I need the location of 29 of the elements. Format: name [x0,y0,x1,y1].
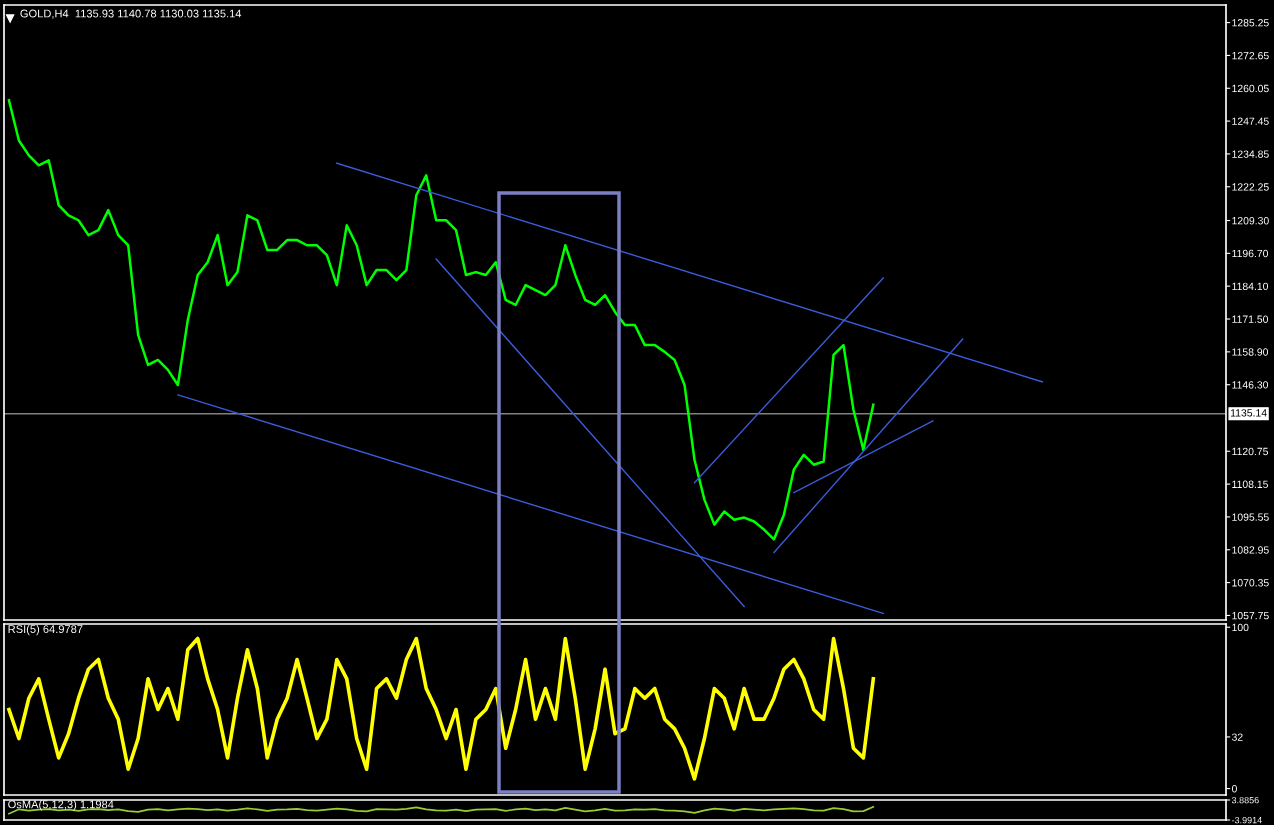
chart-title: OsMA(5,12,3) 1.1984 [8,800,114,811]
line-series [7,636,876,781]
y-tick-label: 0 [1231,785,1237,793]
ref-line-label: 1135.14 [1230,409,1267,417]
y-tick-label: 1209.30 [1232,217,1269,225]
line-series [7,99,875,541]
y-tick-label: 1260.05 [1232,84,1269,93]
y-tick-label: 1285.25 [1232,19,1269,27]
y-tick-label: 1146.30 [1232,381,1269,389]
y-tick-label: 100 [1232,623,1249,632]
y-tick-label: 1234.85 [1232,150,1269,158]
y-tick-label: 1057.75 [1232,611,1269,620]
y-tick-label: 1158.90 [1232,348,1269,356]
chart-title: RSI(5) 64.9787 [8,624,83,636]
y-tick-label: 1082.95 [1232,546,1269,554]
y-tick-label: 1222.25 [1232,183,1269,191]
y-tick-label: 1108.15 [1232,480,1268,488]
y-tick-label: 1196.70 [1232,249,1269,258]
y-tick-label: 1120.75 [1232,447,1268,456]
y-tick-label: 1171.50 [1232,315,1269,323]
chart-title: GOLD,H4 1135.93 1140.78 1130.03 1135.14 [20,9,242,19]
y-tick-label: -3.9914 [1231,816,1262,824]
y-tick-label: 1272.65 [1232,51,1269,60]
y-tick-label: 1095.55 [1232,513,1269,521]
y-tick-label: 1070.35 [1232,579,1269,587]
y-tick-label: 1247.45 [1232,117,1269,125]
y-tick-label: 32 [1231,733,1243,741]
y-tick-label: 1184.10 [1232,282,1269,291]
y-tick-label: 3.8856 [1231,796,1259,804]
